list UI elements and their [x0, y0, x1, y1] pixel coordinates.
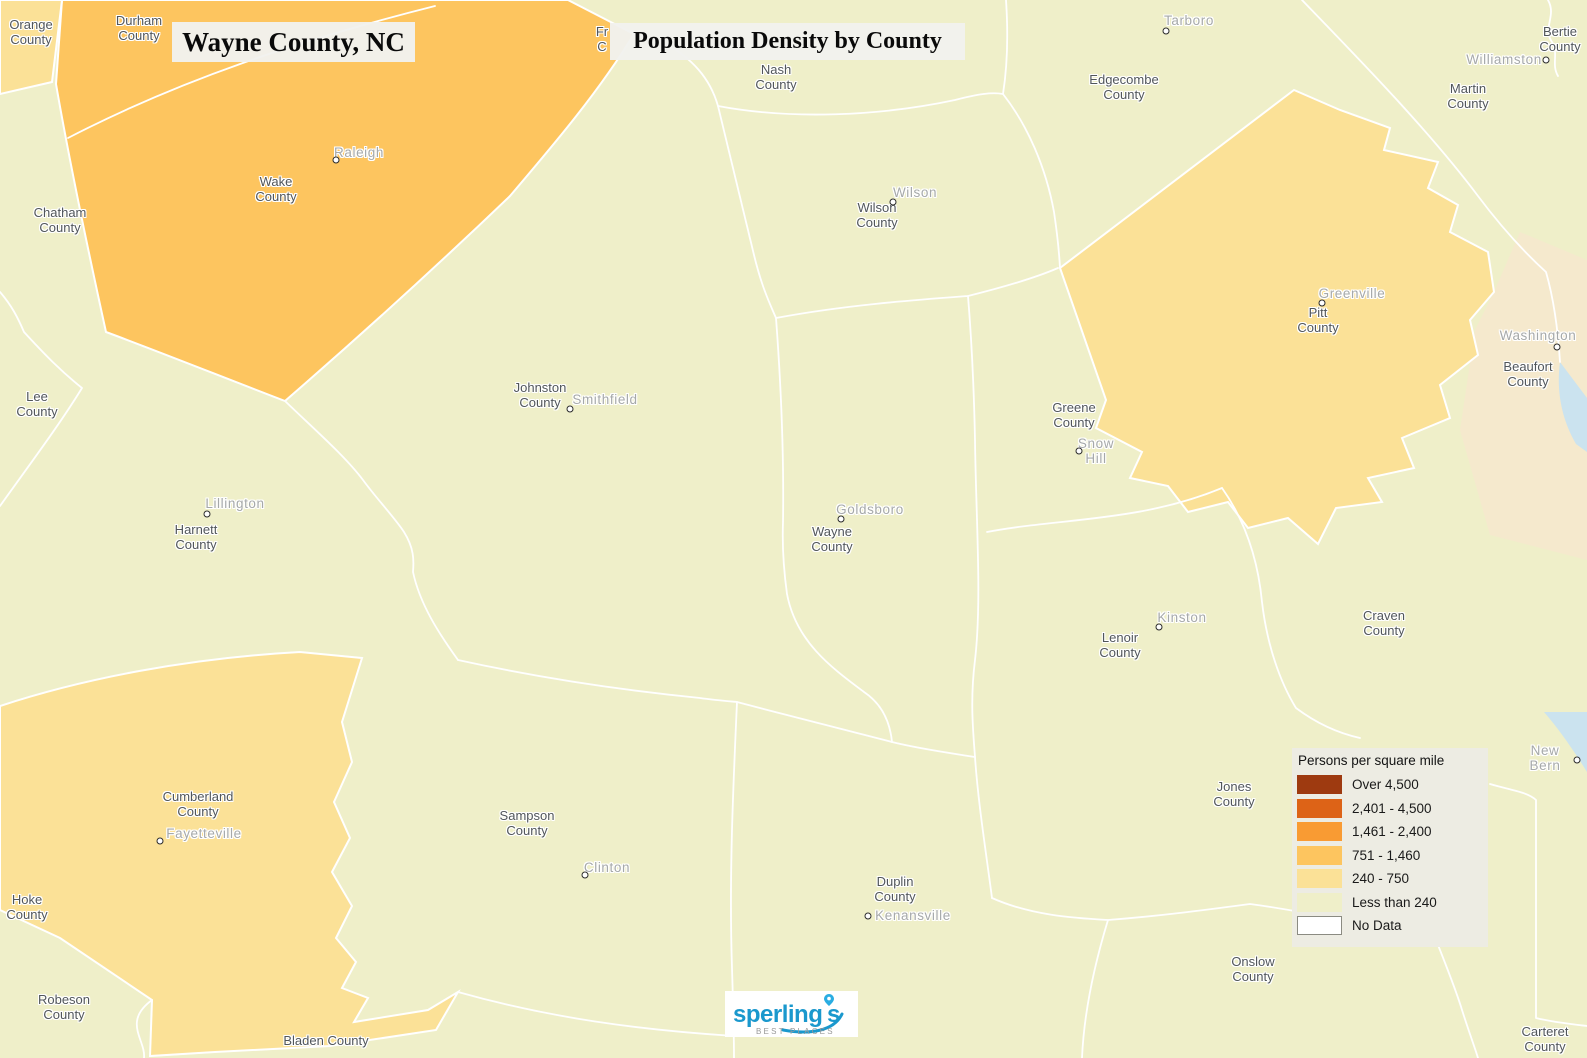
overlay-title: Population Density by County: [610, 23, 965, 60]
border-durham-wake: [67, 5, 436, 139]
logo-wordmark-s: s: [827, 1001, 840, 1028]
overlay-title-text: Population Density by County: [633, 28, 942, 54]
density-legend: Persons per square mile Over 4,500 2,401…: [1292, 748, 1488, 947]
legend-label: 751 - 1,460: [1352, 847, 1421, 863]
legend-swatch-no-data: [1297, 916, 1342, 935]
legend-swatch-1461-2400: [1297, 822, 1342, 841]
legend-label: Over 4,500: [1352, 777, 1419, 792]
legend-label: No Data: [1352, 918, 1402, 933]
legend-label: 1,461 - 2,400: [1352, 824, 1432, 839]
logo-pin-hole: [827, 996, 831, 1001]
water-pamlico-river: [1558, 362, 1587, 452]
legend-row: 2,401 - 4,500: [1297, 798, 1488, 818]
legend-row: No Data: [1297, 916, 1488, 935]
region-orange-county: [0, 0, 64, 96]
legend-swatch-less-240: [1297, 892, 1342, 912]
map-title-text: Wayne County, NC: [182, 26, 405, 57]
region-cumberland-county: [0, 650, 461, 1058]
legend-row: 1,461 - 2,400: [1297, 822, 1488, 841]
region-wake-durham: [54, 0, 636, 403]
legend-row: 751 - 1,460: [1297, 845, 1488, 865]
legend-row: Over 4,500: [1297, 775, 1488, 794]
legend-swatch-240-750: [1297, 869, 1342, 888]
legend-row: 240 - 750: [1297, 869, 1488, 888]
sperlings-logo[interactable]: sperling s BEST PLACES: [725, 991, 858, 1037]
legend-label: 240 - 750: [1352, 871, 1410, 886]
logo-swoosh: [781, 1012, 844, 1034]
legend-label: Less than 240: [1352, 894, 1437, 910]
legend-swatch-751-1460: [1297, 845, 1342, 865]
legend-label: 2,401 - 4,500: [1352, 800, 1432, 816]
legend-row: Less than 240: [1297, 892, 1488, 912]
logo-tagline: BEST PLACES: [756, 1027, 835, 1036]
region-pitt-county: [1058, 88, 1496, 546]
logo-wordmark: sperling: [733, 1001, 822, 1028]
sperlings-logo-graphic: sperling s BEST PLACES: [733, 994, 844, 1036]
legend-swatch-2401-4500: [1297, 798, 1342, 818]
legend-swatch-over-4500: [1297, 775, 1342, 794]
water-neuse-river: [1544, 712, 1587, 772]
map-title: Wayne County, NC: [172, 22, 415, 62]
legend-title: Persons per square mile: [1298, 753, 1445, 768]
